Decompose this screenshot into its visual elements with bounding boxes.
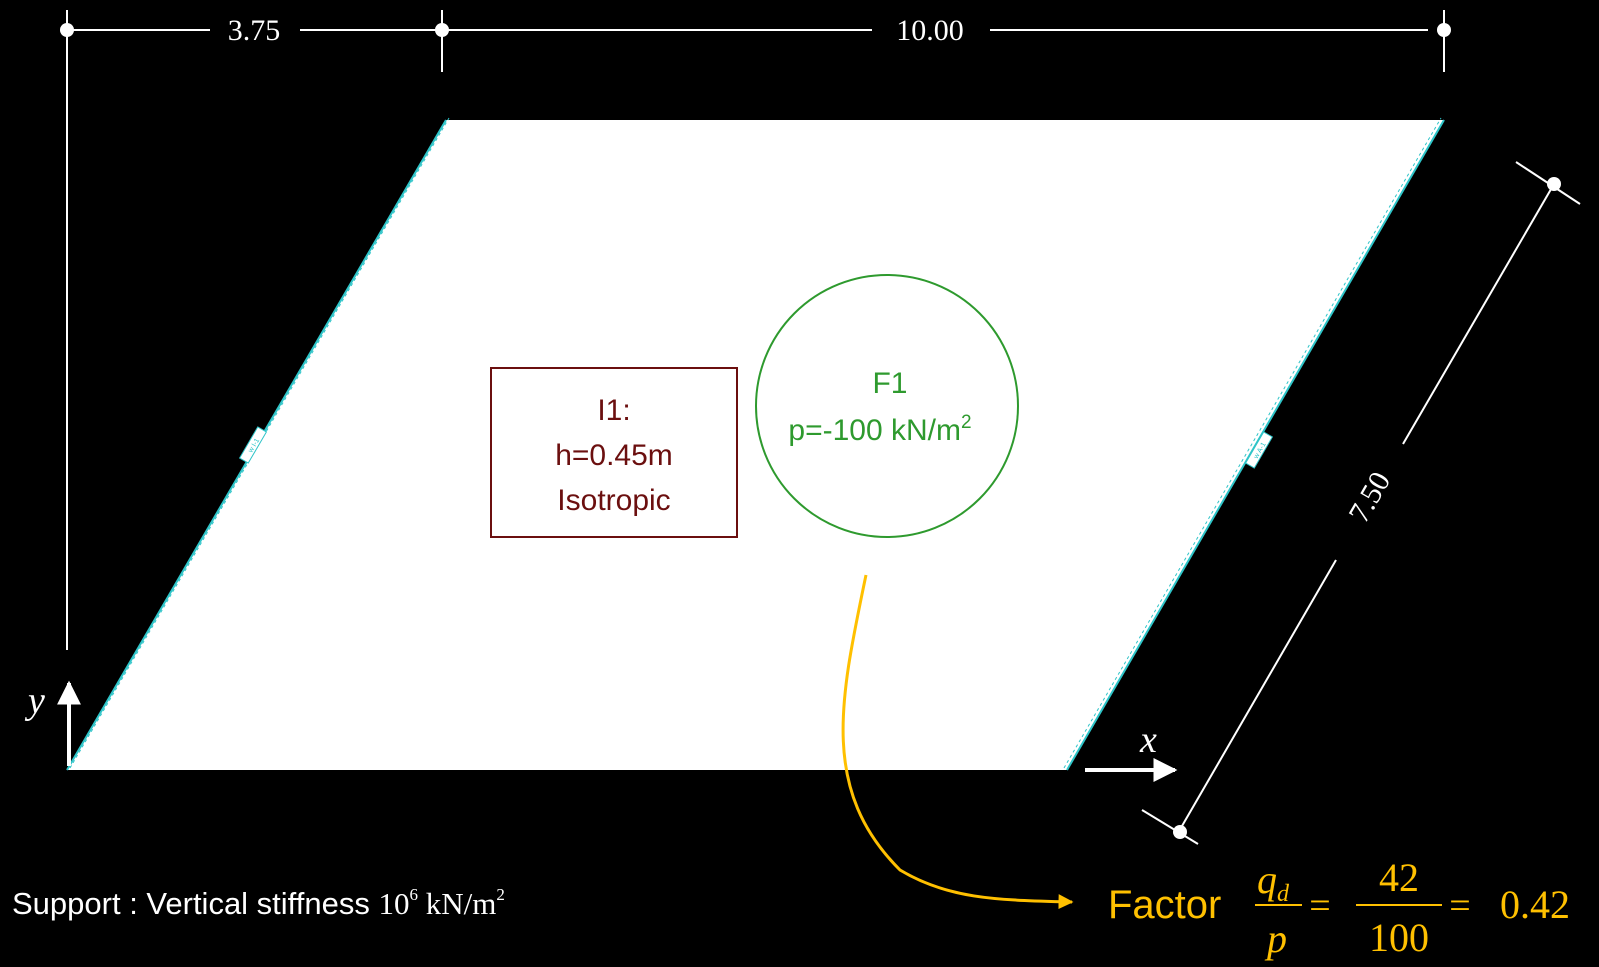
dim-tick xyxy=(1141,809,1199,845)
load-label: F1 p=-100 kN/m2 xyxy=(755,274,1019,538)
dim-node xyxy=(1173,825,1187,839)
dim-label-side: 7.50 xyxy=(1342,466,1397,528)
dim-label-offset: 3.75 xyxy=(228,14,281,47)
material-label: I1: h=0.45m Isotropic xyxy=(490,367,738,538)
factor-word: Factor xyxy=(1108,883,1221,927)
edge-tag-box xyxy=(1244,431,1274,469)
fraction-denominator: 100 xyxy=(1369,915,1429,960)
edge-tag-box xyxy=(238,426,268,464)
dim-node xyxy=(1437,23,1451,37)
material-type: Isotropic xyxy=(557,484,670,517)
equals-sign: = xyxy=(1309,885,1330,927)
support-edge-right xyxy=(1066,119,1445,771)
dim-node xyxy=(60,23,74,37)
equals-sign: = xyxy=(1449,885,1470,927)
load-value: p=-100 kN/m2 xyxy=(788,412,971,447)
factor-formula: Factor qd p = 42 100 = 0.42 xyxy=(1108,855,1570,961)
fraction-numerator: 42 xyxy=(1379,855,1419,900)
x-axis-label: x xyxy=(1139,719,1157,761)
material-thickness: h=0.45m xyxy=(555,439,673,472)
material-box xyxy=(490,367,738,538)
axes: y x xyxy=(24,680,1178,782)
material-id: I1: xyxy=(597,394,630,427)
load-circle xyxy=(755,274,1019,538)
dim-node xyxy=(435,23,449,37)
dim-line xyxy=(1402,183,1555,445)
top-dimension: 3.75 10.00 xyxy=(60,10,1451,650)
support-text: Support : Vertical stiffness 106 kN/m2 xyxy=(12,885,505,921)
support-edge-right-dashed xyxy=(1063,117,1442,769)
y-axis-label: y xyxy=(24,680,45,722)
dim-line xyxy=(1181,559,1337,827)
factor-connector-arrow xyxy=(841,574,1074,910)
factor-denominator: p xyxy=(1264,916,1287,961)
dim-label-width: 10.00 xyxy=(896,14,964,47)
factor-numerator: qd xyxy=(1257,857,1290,907)
factor-result: 0.42 xyxy=(1500,882,1570,927)
slab-plate xyxy=(67,120,1444,770)
dim-node xyxy=(1547,177,1561,191)
load-id: F1 xyxy=(872,367,907,400)
